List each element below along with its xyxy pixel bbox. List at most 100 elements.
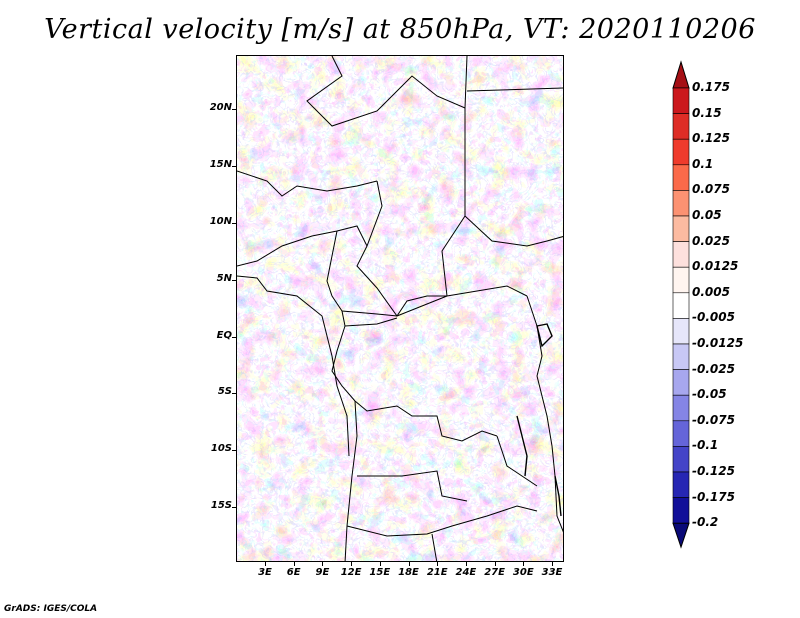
lon-label: 24E bbox=[455, 567, 477, 578]
border-egypt-sudan bbox=[466, 87, 563, 92]
lon-label: 12E bbox=[340, 567, 362, 578]
colorbar-label: 0.05 bbox=[692, 208, 722, 222]
lon-tick bbox=[437, 562, 439, 566]
colorbar-label: -0.125 bbox=[692, 464, 735, 478]
border-sahel bbox=[237, 170, 378, 197]
border-drc-south bbox=[354, 400, 498, 442]
lon-tick bbox=[293, 562, 295, 566]
colorbar-swatch bbox=[672, 471, 690, 498]
colorbar-label: 0.005 bbox=[692, 284, 730, 299]
colorbar-top-arrow bbox=[672, 60, 690, 89]
border-car bbox=[341, 285, 528, 317]
lon-label: 3E bbox=[258, 567, 272, 578]
colorbar-swatch bbox=[672, 87, 690, 114]
lon-label: 33E bbox=[541, 567, 563, 578]
colorbar-label: -0.0125 bbox=[692, 336, 744, 350]
border-chad bbox=[356, 108, 466, 317]
lat-tick bbox=[232, 393, 236, 394]
colorbar-swatch bbox=[672, 164, 690, 191]
lat-tick bbox=[232, 109, 236, 110]
vertical-velocity-field bbox=[237, 56, 563, 561]
lon-label: 30E bbox=[512, 567, 534, 578]
colorbar-swatch bbox=[672, 394, 690, 422]
lon-tick bbox=[494, 562, 496, 566]
lon-label: 15E bbox=[369, 567, 391, 578]
colorbar-label: -0.075 bbox=[692, 412, 735, 427]
lon-tick bbox=[265, 562, 266, 566]
lat-label: 15N bbox=[209, 159, 232, 170]
colorbar-swatch bbox=[672, 343, 690, 370]
border-tanzania bbox=[496, 435, 538, 487]
map-title: Vertical velocity [m/s] at 850hPa, VT: 2… bbox=[44, 14, 756, 45]
colorbar-label: 0.025 bbox=[692, 233, 730, 248]
lat-label: EQ bbox=[216, 330, 232, 341]
colorbar-label: 0.1 bbox=[692, 156, 714, 171]
colorbar-label: -0.05 bbox=[692, 387, 727, 402]
border-botswana bbox=[431, 533, 438, 561]
colorbar-swatch bbox=[672, 138, 690, 166]
lake-victoria bbox=[536, 323, 553, 348]
lake-tanganyika bbox=[516, 415, 528, 477]
lakes bbox=[516, 323, 562, 517]
lat-label: 10N bbox=[209, 216, 232, 227]
lat-tick bbox=[232, 450, 236, 451]
colorbar-swatch bbox=[672, 420, 690, 447]
lat-label: 5N bbox=[216, 273, 232, 284]
border-angola-west bbox=[344, 400, 358, 561]
lat-tick bbox=[232, 223, 236, 224]
lat-tick bbox=[232, 507, 236, 508]
colorbar-label: -0.1 bbox=[692, 438, 719, 453]
colorbar-label: 0.15 bbox=[692, 105, 722, 120]
lon-tick bbox=[408, 562, 410, 566]
colorbar-label: 0.125 bbox=[692, 131, 730, 146]
border-namibia bbox=[346, 505, 538, 537]
lon-label: 6E bbox=[286, 567, 301, 578]
border-east bbox=[526, 295, 563, 533]
colorbar-swatch bbox=[672, 215, 690, 242]
colorbar-label: -0.005 bbox=[692, 310, 735, 325]
lon-label: 27E bbox=[484, 567, 505, 578]
colorbar-swatch bbox=[672, 446, 690, 473]
colorbar-label: -0.025 bbox=[692, 361, 735, 376]
border-gabon bbox=[341, 310, 398, 327]
lon-tick bbox=[351, 562, 353, 566]
border-nigeria bbox=[237, 225, 368, 267]
colorbar-swatch bbox=[672, 318, 690, 345]
border-north bbox=[306, 56, 468, 127]
colorbar-swatch bbox=[672, 369, 690, 396]
lat-label: 5S bbox=[217, 386, 232, 397]
colorbar-label: -0.2 bbox=[692, 515, 719, 530]
border-cameroon bbox=[326, 230, 343, 312]
colorbar bbox=[672, 60, 690, 549]
colorbar-swatch bbox=[672, 113, 690, 140]
lon-label: 18E bbox=[398, 567, 419, 578]
border-sudan bbox=[464, 215, 563, 247]
map-panel bbox=[236, 55, 564, 562]
lat-label: 20N bbox=[209, 102, 232, 113]
border-angola-zambia bbox=[357, 470, 468, 502]
lon-tick bbox=[465, 562, 467, 566]
lon-label: 9E bbox=[315, 567, 330, 578]
colorbar-swatch bbox=[672, 292, 690, 319]
lat-label: 15S bbox=[210, 500, 232, 511]
lon-tick bbox=[523, 562, 525, 566]
coastline bbox=[237, 275, 350, 457]
lon-tick bbox=[379, 562, 381, 566]
country-borders bbox=[237, 56, 563, 561]
colorbar-swatch bbox=[672, 497, 690, 524]
lat-tick bbox=[232, 280, 236, 281]
colorbar-label: 0.175 bbox=[692, 80, 730, 94]
credit-text: GrADS: IGES/COLA bbox=[4, 604, 98, 614]
colorbar-label: -0.175 bbox=[692, 489, 735, 504]
colorbar-bottom-arrow bbox=[672, 522, 690, 549]
colorbar-label: 0.0125 bbox=[692, 259, 739, 274]
lat-label: 10S bbox=[210, 443, 232, 454]
lon-tick bbox=[552, 562, 553, 566]
lon-tick bbox=[322, 562, 324, 566]
lat-tick bbox=[232, 166, 236, 167]
colorbar-swatch bbox=[672, 190, 690, 217]
border-congo bbox=[331, 325, 356, 402]
shaded-field-detail bbox=[237, 56, 563, 561]
colorbar-swatch bbox=[672, 241, 690, 268]
colorbar-swatch bbox=[672, 266, 690, 294]
